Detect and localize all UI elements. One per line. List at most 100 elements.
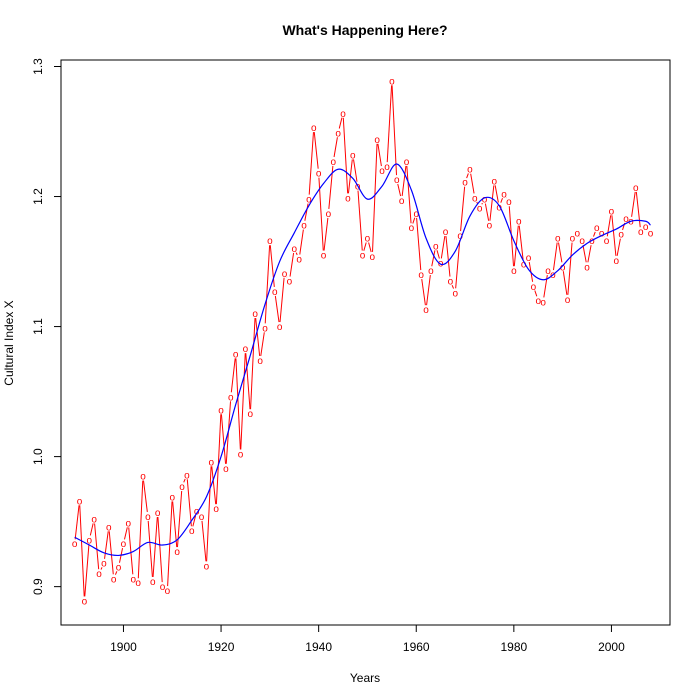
data-segment [186,479,192,527]
data-point: o [545,266,551,277]
data-point: o [379,166,385,177]
data-segment [206,466,212,562]
data-point: o [189,526,195,537]
data-point: o [472,193,478,204]
data-segment [558,242,563,263]
data-segment [143,480,148,513]
data-segment [308,132,314,195]
data-segment [397,183,402,197]
data-point: o [345,193,351,204]
data-series-line [74,85,641,597]
data-segment [211,466,217,505]
data-segment [518,225,524,260]
data-segment [593,231,596,237]
smoothed-trend-line [74,163,651,557]
data-point: o [184,470,190,481]
data-point: o [643,222,649,233]
data-point: o [560,262,566,273]
data-point: o [301,221,307,232]
data-point: o [370,252,376,263]
data-point: o [511,266,517,277]
x-axis: 1900 1920 1940 1960 1980 2000 [110,624,625,654]
data-point: o [623,214,629,225]
data-point: o [155,508,161,519]
data-point: o [233,349,239,360]
data-point: o [428,266,434,277]
data-point: o [389,76,395,87]
x-tick-label: 1980 [500,640,527,654]
data-point: o [150,577,156,588]
y-axis-label: Cultural Index X [2,300,16,385]
data-point: o [321,251,327,262]
data-segment [79,505,85,597]
data-point: o [228,392,234,403]
data-point: o [604,236,610,247]
data-point: o [462,178,468,189]
data-segment [264,245,271,324]
data-point: o [531,282,537,293]
data-point: o [496,202,502,213]
data-point: o [213,504,219,515]
data-point: o [326,209,332,220]
data-point: o [160,582,166,593]
data-point: o [360,251,366,262]
data-segment [406,165,412,224]
data-point: o [584,262,590,273]
data-point: o [218,405,224,416]
data-segment [260,332,265,357]
data-point: o [477,204,483,215]
data-point: o [238,450,244,461]
y-axis: 0.9 1.0 1.1 1.2 1.3 [31,58,62,595]
data-point: o [306,195,312,206]
y-tick-label: 1.2 [31,188,45,205]
data-segment [108,531,114,575]
data-point: o [121,539,127,550]
data-point: o [199,512,205,523]
data-point: o [111,574,117,585]
data-point: o [550,270,556,281]
data-point: o [443,227,449,238]
data-point: o [165,586,171,597]
data-point: o [116,563,122,574]
data-point: o [555,234,561,245]
data-point: o [72,539,78,550]
data-point: o [257,356,263,367]
data-point: o [404,157,410,168]
data-point: o [492,176,498,187]
data-segment [460,186,466,232]
data-segment [401,165,407,197]
data-point: o [335,128,341,139]
data-segment [494,185,499,203]
data-segment [631,191,636,217]
data-point: o [96,569,102,580]
data-segment [582,245,587,263]
data-point: o [506,197,512,208]
data-segment [235,358,241,450]
data-segment [192,515,197,527]
data-segment [114,571,118,575]
x-axis-label: Years [350,671,380,685]
data-point: o [287,277,293,288]
data-point: o [575,228,581,239]
data-segment [426,275,431,306]
data-point: o [291,244,297,255]
data-point: o [589,236,595,247]
data-segment [431,250,436,267]
data-segment [534,290,538,297]
data-point: o [570,234,576,245]
data-segment [500,197,503,203]
data-segment [440,236,446,259]
data-point: o [101,559,107,570]
data-segment [104,531,109,559]
data-segment [279,277,285,323]
data-point: o [209,457,215,468]
data-point: o [516,217,522,228]
data-segment [363,242,367,251]
data-segment [567,242,573,295]
data-point: o [409,223,415,234]
data-segment [137,480,144,579]
data-point: o [423,305,429,316]
data-segment [74,505,80,540]
data-segment [489,185,495,221]
